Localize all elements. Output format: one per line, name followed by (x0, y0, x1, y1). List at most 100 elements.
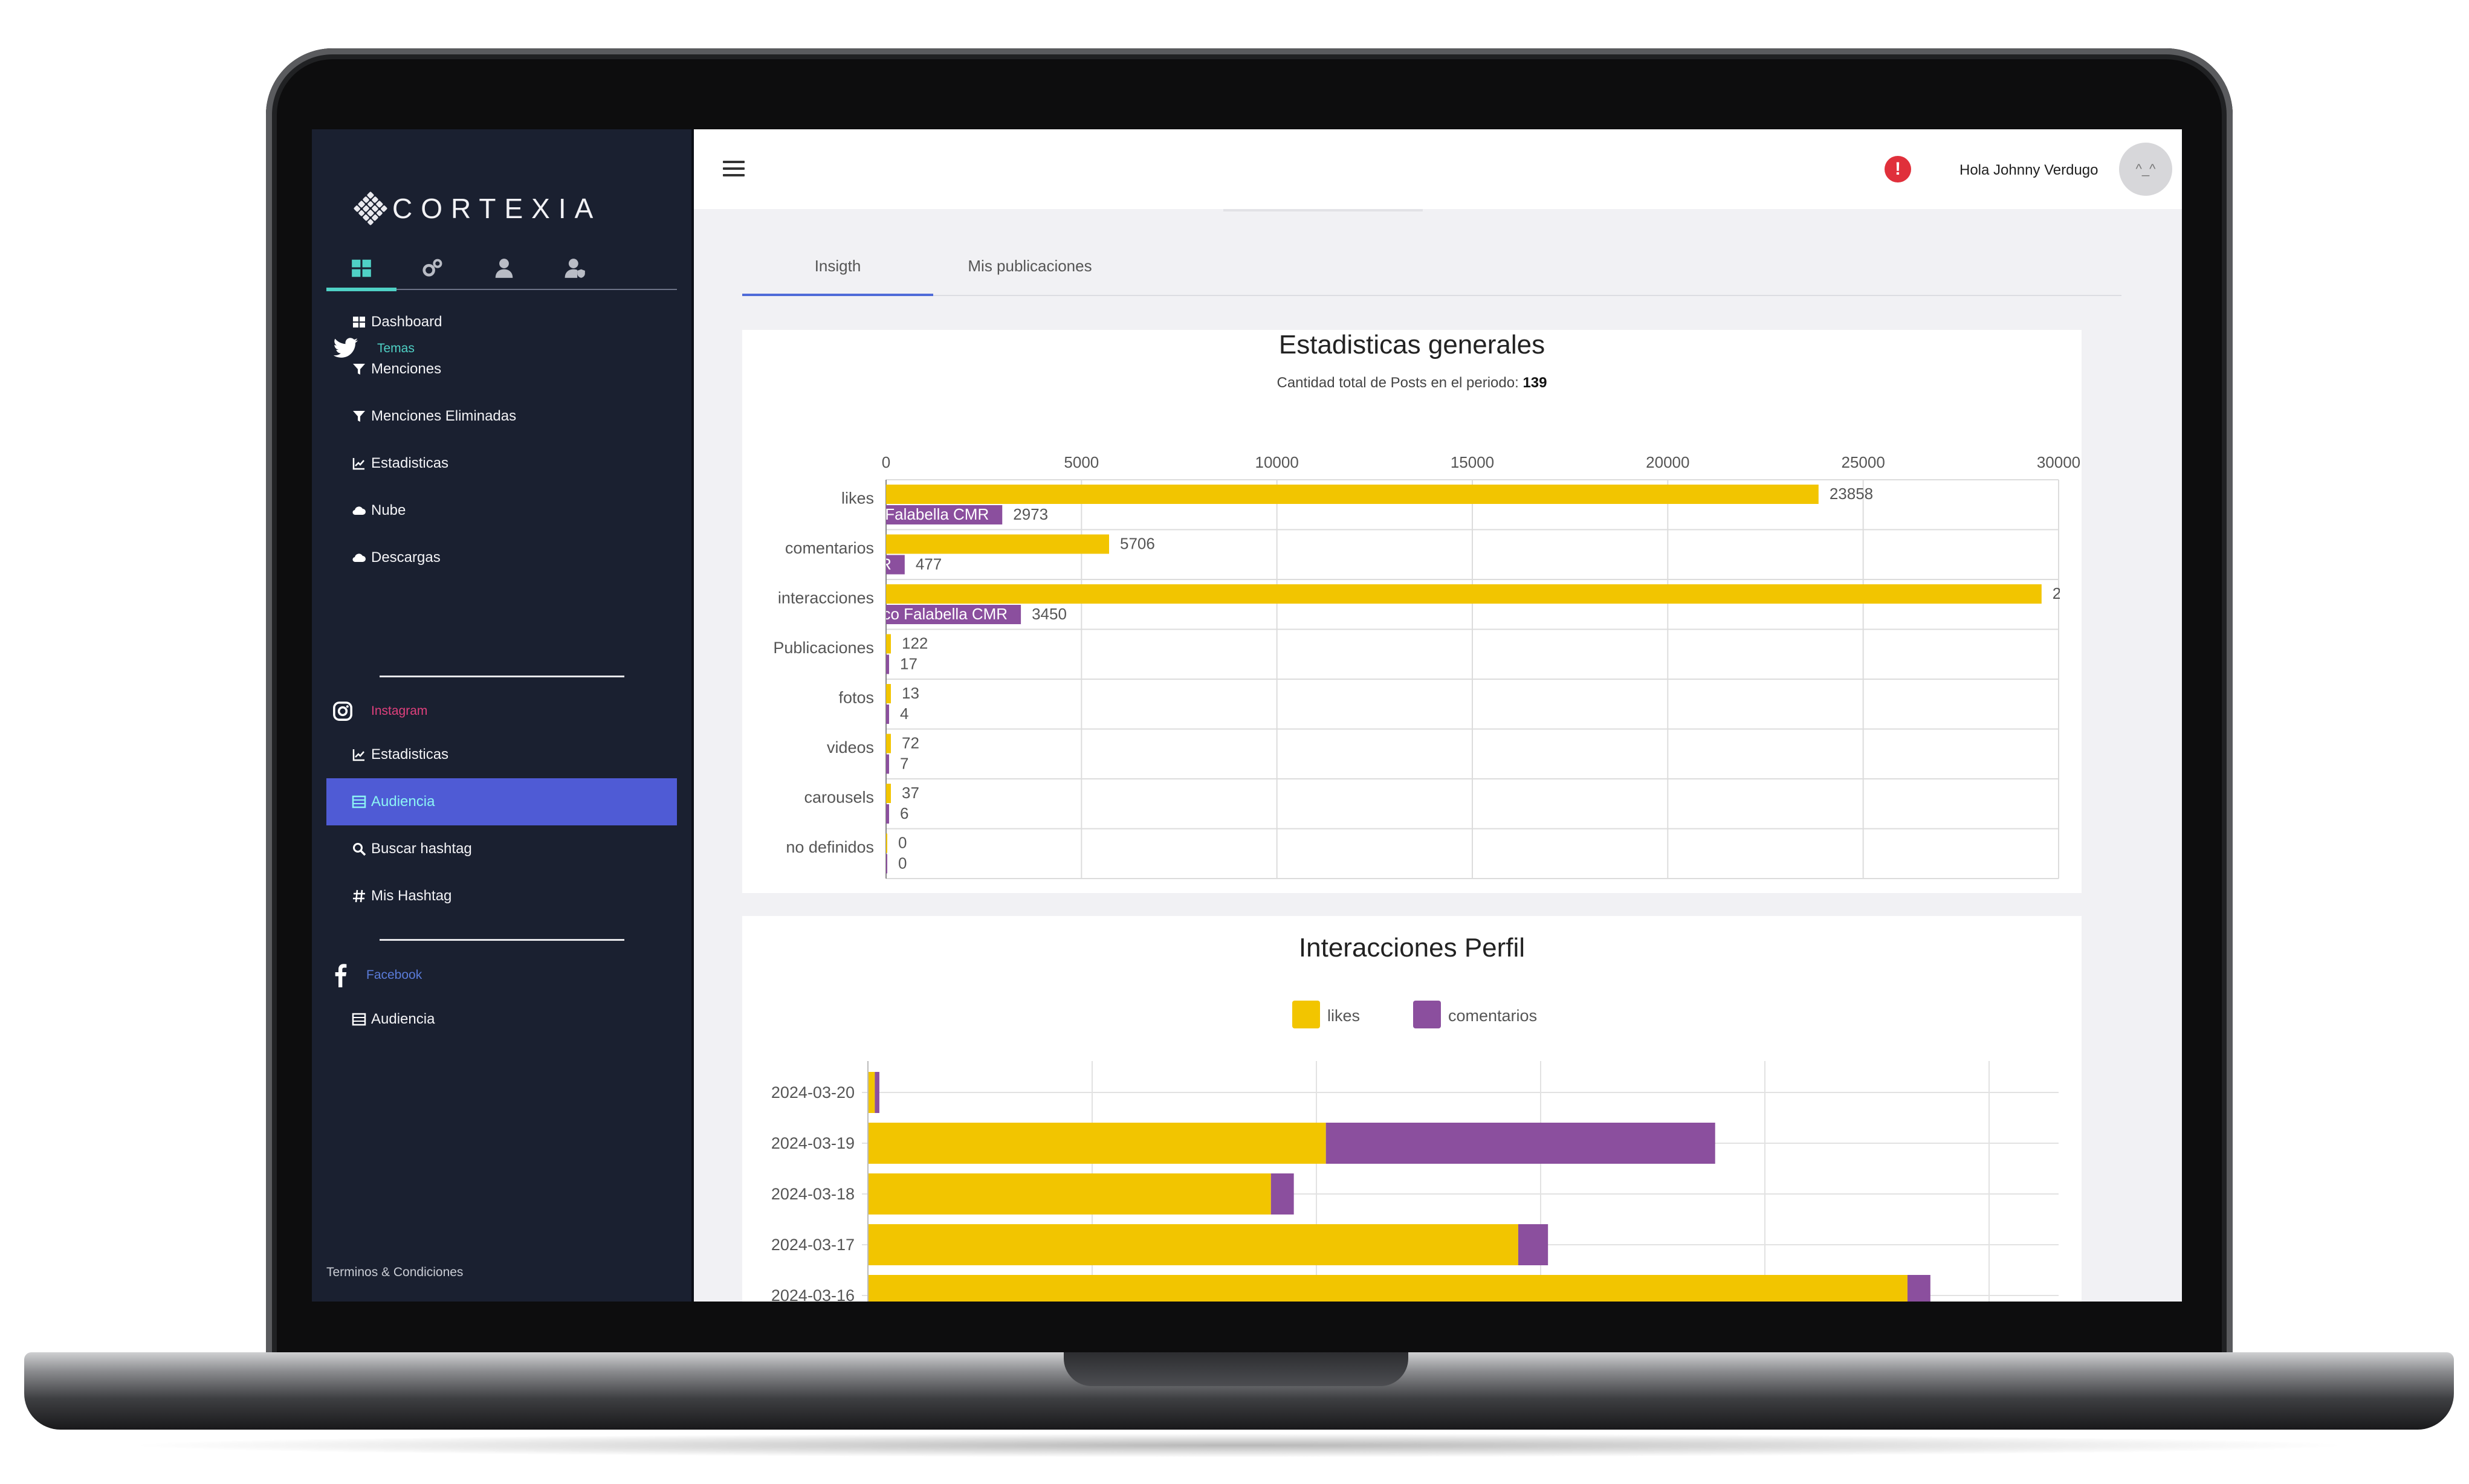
tab-user[interactable] (469, 249, 539, 288)
data-label: 72 (902, 734, 919, 752)
category-label: interacciones (778, 589, 874, 607)
nav-descargas[interactable]: Descargas (326, 534, 677, 581)
user-greeting: Hola Johnny Verdugo (1959, 162, 2098, 178)
data-label: 13 (902, 684, 919, 702)
category-label: comentarios (785, 539, 874, 557)
nav-estadisticas-instagram[interactable]: Estadisticas (326, 731, 677, 778)
bar-carousels (886, 784, 891, 803)
inner-bar-label: R (880, 555, 891, 573)
tab-user-admin[interactable] (540, 249, 610, 288)
nav-mis-hashtag[interactable]: Mis Hashtag (326, 873, 677, 920)
stats-bar-chart: 0 5000 10000 15000 20000 25000 30000 23858 Falab… (773, 453, 2080, 879)
bar-videos (886, 754, 889, 774)
loading-bar (1223, 209, 1423, 211)
sidebar-tabs (326, 249, 677, 291)
laptop-notch (1064, 1352, 1408, 1386)
interactions-card: Interacciones Perfil likes comentarios 202… (742, 916, 2082, 1302)
nav-dashboard[interactable]: Dashboard (326, 298, 677, 346)
tab-mis-publicaciones[interactable]: Mis publicaciones (968, 256, 1092, 275)
section-twitter: Temas (332, 337, 415, 360)
x-tick-label: 25000 (1842, 453, 1885, 471)
section-facebook: Facebook (332, 963, 422, 987)
data-label: 37 (902, 784, 919, 802)
nav-label: Menciones (371, 361, 442, 377)
data-label: 2973 (1013, 505, 1048, 523)
line-chart-icon (352, 458, 364, 470)
bar-2024-03-16-likes (868, 1275, 1908, 1302)
legend-swatch-likes (1292, 1001, 1320, 1028)
section-instagram: Instagram (332, 701, 427, 721)
bar-no definidos (886, 854, 887, 874)
cloud-icon (352, 553, 366, 563)
bar-2024-03-18-comentarios (1270, 1173, 1294, 1215)
data-label: 6 (900, 804, 908, 822)
nav-nube[interactable]: Nube (326, 487, 677, 534)
user-icon (495, 259, 513, 278)
data-label: 4 (900, 705, 908, 723)
data-label: 17 (900, 655, 917, 673)
section-title-facebook: Facebook (366, 968, 422, 982)
laptop-shadow (121, 1433, 2357, 1457)
nav-label: Descargas (371, 549, 441, 566)
category-label: Publicaciones (773, 639, 874, 657)
bar-likes (886, 505, 1003, 524)
bar-interacciones (886, 584, 2042, 604)
hash-icon (353, 889, 365, 903)
sidebar-divider (380, 939, 624, 941)
category-label: no definidos (786, 838, 874, 856)
tab-dashboard[interactable] (326, 249, 396, 291)
data-label: 5706 (1120, 535, 1155, 553)
data-label: 0 (898, 834, 907, 852)
bar-carousels (886, 804, 889, 824)
stats-title: Estadisticas generales (1278, 330, 1545, 360)
data-label: 3450 (1032, 605, 1067, 623)
table-icon (352, 1013, 366, 1026)
legend-swatch-comentarios (1413, 1001, 1441, 1028)
alert-icon[interactable]: ! (1885, 156, 1911, 182)
dashboard-icon (352, 259, 371, 277)
category-label: 2024-03-20 (771, 1083, 855, 1102)
nav-audiencia-instagram[interactable]: Audiencia (326, 778, 677, 825)
x-tick-label: 20000 (1646, 453, 1689, 471)
avatar[interactable]: ^_^ (2119, 143, 2172, 196)
filter-icon (353, 364, 365, 375)
twitter-icon (333, 338, 358, 358)
data-label: 7 (900, 755, 908, 773)
nav-menciones-eliminadas[interactable]: Menciones Eliminadas (326, 393, 677, 440)
bar-comentarios (886, 555, 905, 575)
settings-icon (422, 259, 442, 277)
nav-label: Audiencia (371, 793, 435, 810)
nav-estadisticas-twitter[interactable]: Estadisticas (326, 440, 677, 487)
table-icon (352, 795, 366, 808)
legend-label: likes (1327, 1007, 1360, 1025)
content-tabs: Insigth Mis publicaciones (742, 238, 2121, 296)
stats-subtitle-value: 139 (1522, 375, 1547, 391)
tab-settings[interactable] (398, 249, 468, 288)
bar-2024-03-19-likes (868, 1123, 1326, 1164)
nav-audiencia-facebook[interactable]: Audiencia (326, 996, 677, 1043)
x-tick-label: 30000 (2037, 453, 2080, 471)
nav-menciones[interactable]: Menciones (326, 346, 677, 393)
data-label: 23858 (1830, 485, 1873, 503)
tab-insigth[interactable]: Insigth (742, 238, 933, 296)
bar-2024-03-20-likes (868, 1072, 875, 1113)
data-label: 2 (2053, 584, 2061, 602)
facebook-icon (335, 964, 347, 987)
bar-2024-03-20-comentarios (875, 1072, 879, 1113)
bar-Publicaciones (886, 634, 891, 654)
x-tick-label: 5000 (1064, 453, 1099, 471)
section-title-twitter: Temas (377, 341, 415, 355)
data-label: 0 (898, 854, 907, 873)
sidebar-divider (380, 676, 624, 677)
bar-comentarios (886, 534, 1109, 554)
nav-buscar-hashtag[interactable]: Buscar hashtag (326, 825, 677, 873)
bar-2024-03-17-comentarios (1518, 1224, 1548, 1265)
bar-2024-03-17-likes (868, 1224, 1518, 1265)
x-tick-label: 0 (882, 453, 890, 471)
menu-icon[interactable] (723, 161, 745, 176)
brand-logo[interactable]: CORTEXIA (353, 191, 602, 226)
terms-link[interactable]: Terminos & Condiciones (326, 1265, 464, 1279)
brand-name: CORTEXIA (392, 193, 602, 224)
x-tick-label: 10000 (1255, 453, 1299, 471)
nav-label: Nube (371, 502, 406, 518)
